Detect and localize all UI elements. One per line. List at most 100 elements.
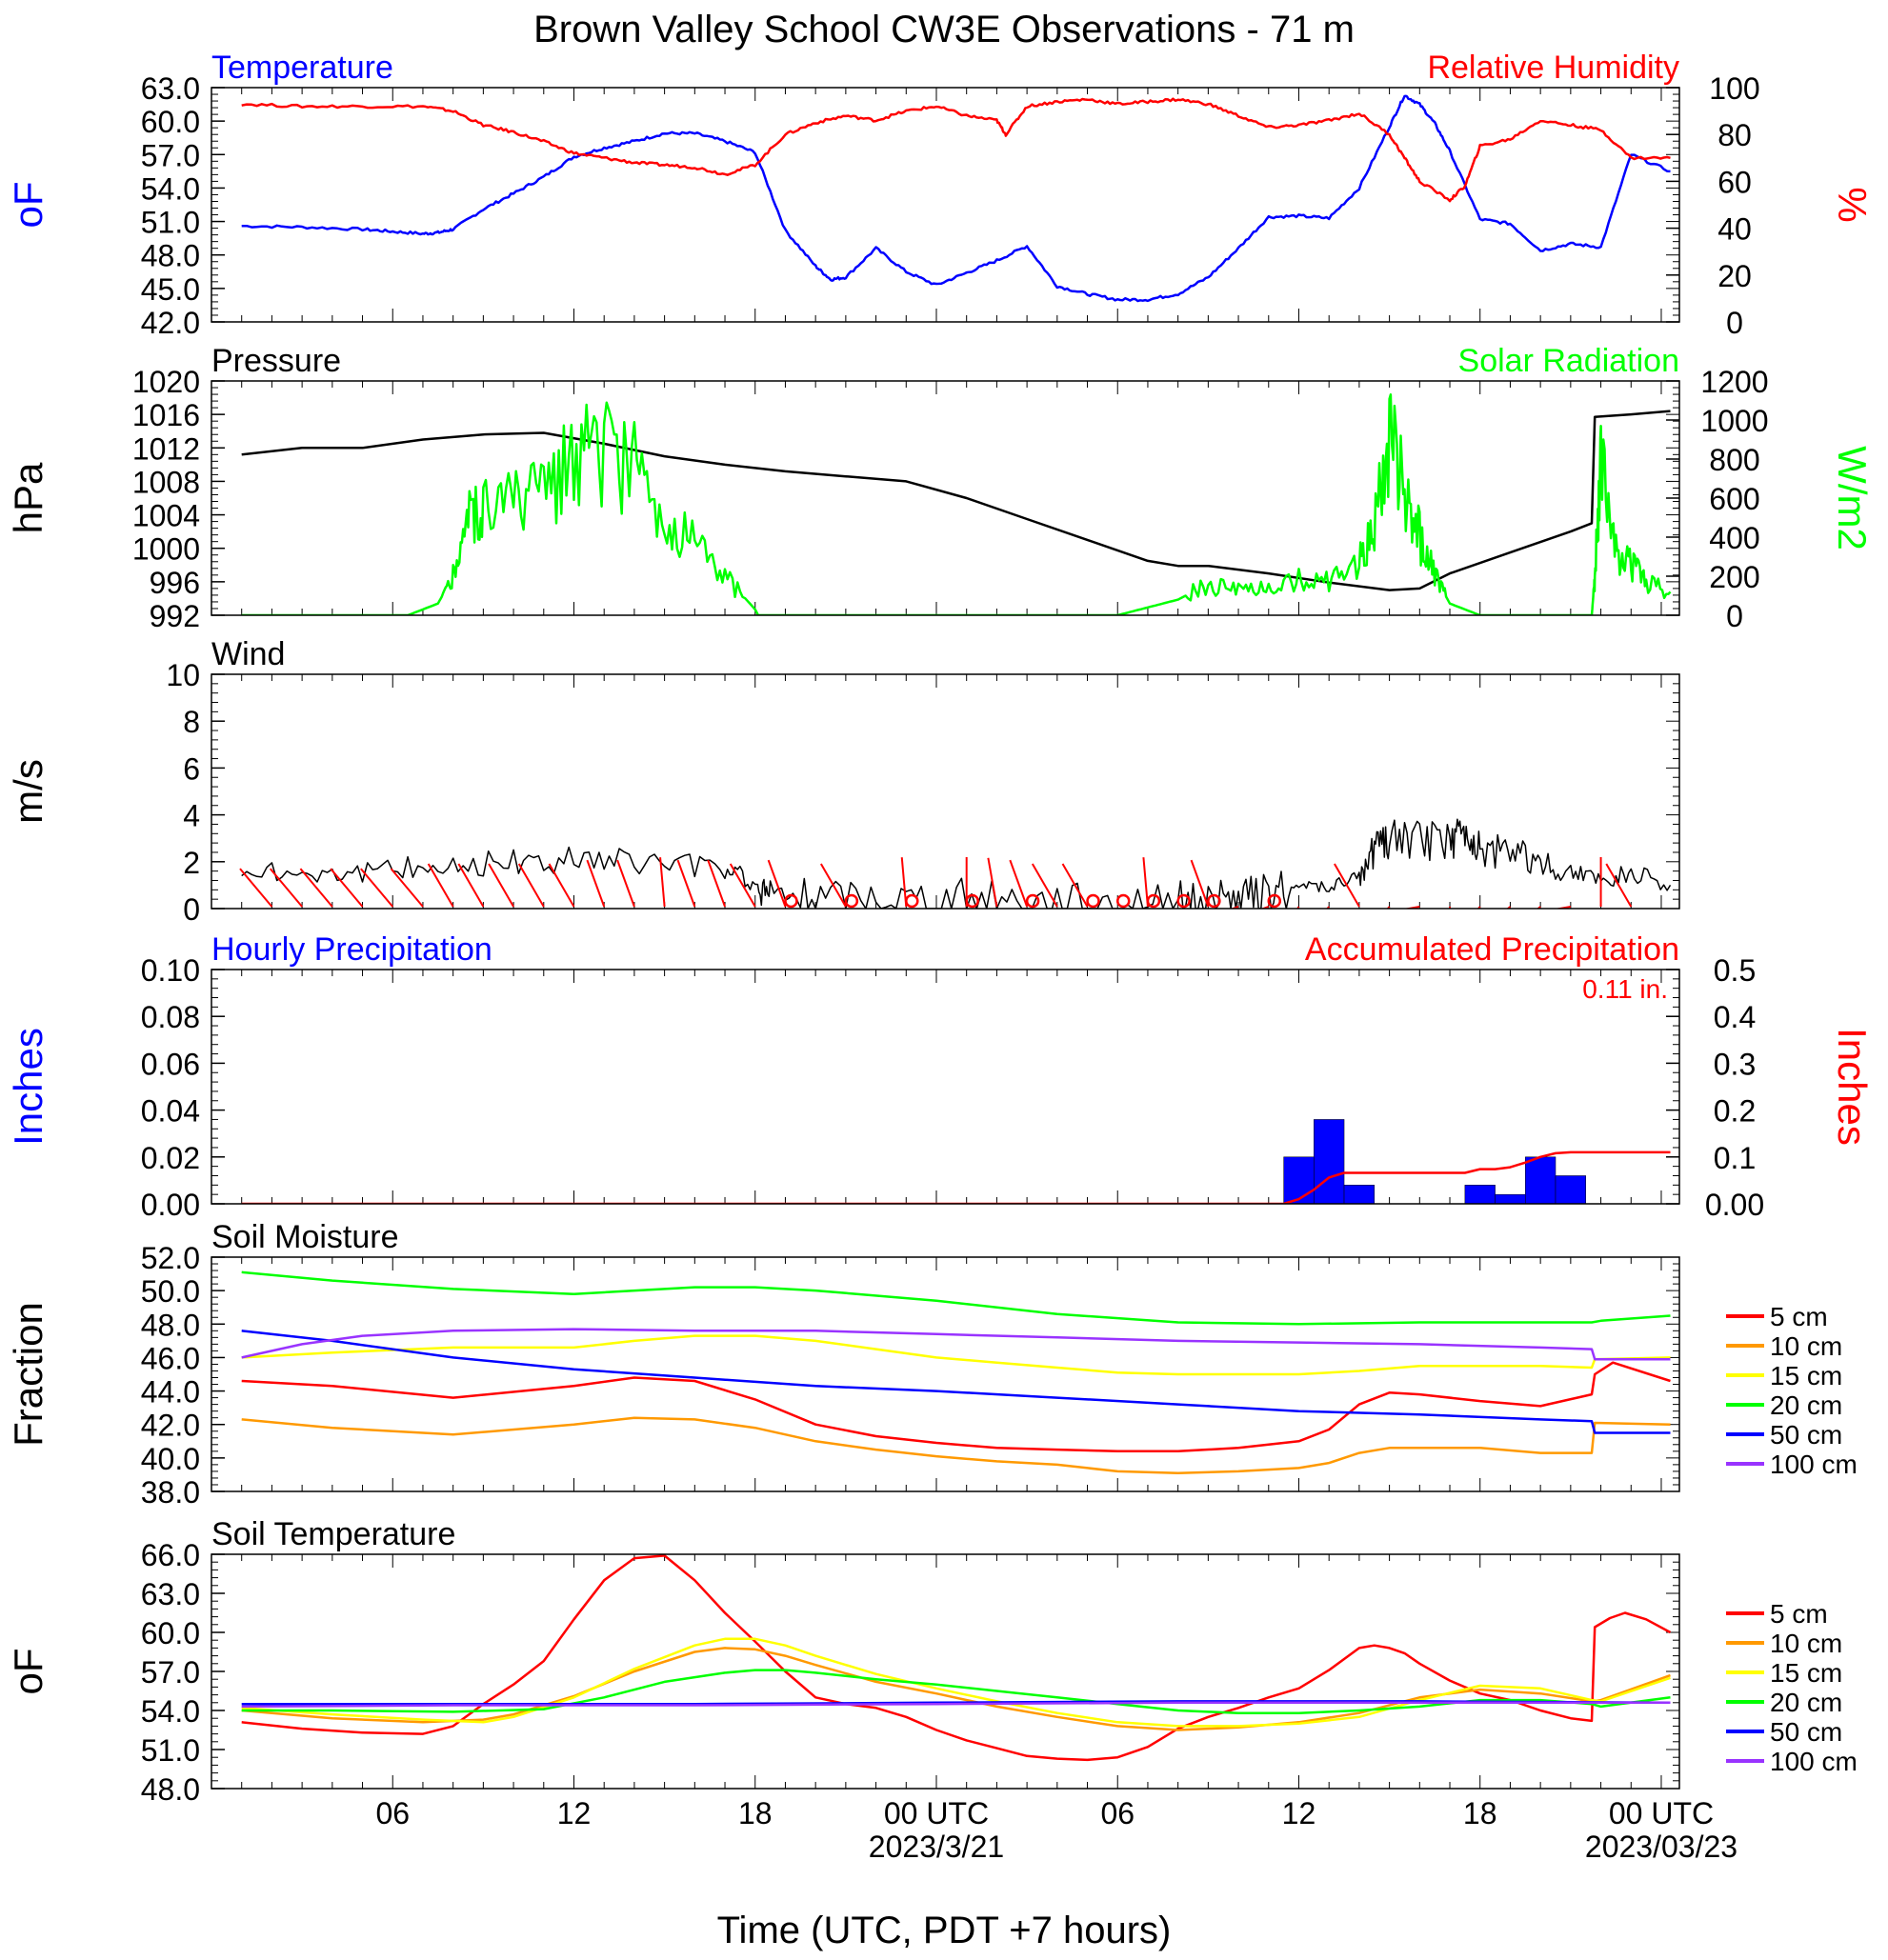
wind-calm-marker (1115, 893, 1131, 909)
wind-direction-barb (987, 857, 998, 908)
series-line-15-cm (241, 1334, 1671, 1376)
series-line-20-cm (241, 1270, 1671, 1326)
panel-title-left: Hourly Precipitation (211, 931, 492, 968)
y-tick-label: 0.06 (141, 1047, 200, 1081)
y2-tick-label: 80 (1717, 118, 1752, 152)
series-line-10-cm (241, 1647, 1671, 1731)
wind-direction-barb (390, 868, 424, 908)
legend-label: 50 cm (1770, 1717, 1842, 1747)
y-tick-label: 1020 (132, 365, 200, 399)
wind-calm-marker (844, 893, 859, 909)
y-tick-label: 1000 (132, 532, 200, 567)
series-line-50-cm (241, 1330, 1671, 1434)
series-line-100-cm (241, 1701, 1671, 1709)
wind-direction-barb (1190, 859, 1210, 908)
wind-direction-barb (586, 859, 606, 908)
wind-direction-barb (900, 857, 908, 908)
panel-title-right: Accumulated Precipitation (1305, 931, 1679, 968)
y2-tick-label: 200 (1709, 560, 1759, 594)
x-tick-label: 12 (1282, 1796, 1316, 1830)
wind-direction-barb (1142, 857, 1149, 908)
wind-calm-marker (1176, 893, 1191, 909)
y-tick-label: 1004 (132, 499, 200, 533)
x-axis-label: Time (UTC, PDT +7 hours) (717, 1910, 1172, 1951)
data-layer (241, 94, 1671, 303)
series-line-relative-humidity (241, 97, 1671, 203)
y-tick-label: 1012 (132, 431, 200, 466)
wind-direction-barb (1334, 863, 1360, 908)
wind-direction-barb (659, 857, 666, 908)
wind-direction-barb (616, 859, 635, 908)
y2-tick-label: 1000 (1700, 404, 1768, 438)
panel-title-right: Relative Humidity (1427, 50, 1679, 86)
legend-label: 5 cm (1770, 1302, 1828, 1331)
legend-label: 100 cm (1770, 1450, 1858, 1479)
y2-tick-label: 0 (1726, 599, 1743, 633)
y-tick-label: 0.00 (141, 1188, 200, 1222)
y-tick-label: 992 (150, 599, 200, 633)
panel-title-left: Pressure (211, 343, 341, 379)
wind-calm-marker (905, 893, 919, 909)
legend-label: 15 cm (1770, 1658, 1842, 1688)
y-tick-label: 46.0 (141, 1341, 200, 1375)
y-tick-label: 51.0 (141, 206, 200, 240)
y-tick-label: 6 (183, 751, 200, 786)
y-tick-label: 42.0 (141, 306, 200, 340)
data-layer (239, 818, 1672, 909)
data-layer (241, 393, 1672, 615)
wind-direction-barb (1605, 863, 1633, 908)
precip-bar (1283, 1156, 1315, 1204)
wind-direction-barb (729, 863, 756, 908)
series-line-5-cm (241, 1554, 1672, 1762)
precip-bar (1525, 1156, 1557, 1204)
panel-soil_temp: 48.0 51.0 54.0 57.0 60.0 63.0 66.0 Soil Tempera… (6, 1516, 1858, 1807)
x-tick-label: 00 UTC (1609, 1796, 1714, 1830)
plot-frame (211, 1553, 1680, 1790)
y-tick-label: 996 (150, 566, 200, 600)
wind-calm-marker (784, 893, 798, 909)
series-line-temperature (241, 94, 1671, 303)
wind-direction-barb (517, 863, 545, 908)
wind-direction-barb (819, 863, 847, 908)
precip-bar (1464, 1185, 1496, 1204)
y-tick-label: 50.0 (141, 1274, 200, 1309)
wind-direction-barb (239, 868, 273, 908)
wind-calm-marker (1025, 893, 1040, 909)
y2-tick-label: 20 (1717, 259, 1752, 293)
series-line-5-cm (241, 1361, 1671, 1453)
y2-tick-label: 1200 (1700, 365, 1768, 399)
legend-label: 10 cm (1770, 1331, 1842, 1361)
y-tick-label: 48.0 (141, 1772, 200, 1807)
y-tick-label: 48.0 (141, 239, 200, 273)
legend-label: 15 cm (1770, 1361, 1842, 1390)
x-date-label: 2023/03/23 (1585, 1830, 1737, 1864)
data-layer (241, 1554, 1672, 1762)
wind-direction-barb (299, 868, 333, 908)
y2-tick-label: 0.4 (1714, 1000, 1756, 1034)
y-tick-label: 4 (183, 799, 200, 833)
series-line-pressure (241, 410, 1671, 591)
x-tick-label: 12 (557, 1796, 592, 1830)
wind-direction-barb (1061, 863, 1089, 908)
series-line-accumulated-precipitation (241, 1150, 1671, 1204)
precip-total-label: 0.11 in. (1582, 974, 1668, 1004)
y-tick-label: 0.08 (141, 1000, 200, 1034)
series-line-wind (241, 818, 1672, 909)
data-layer (241, 1270, 1671, 1474)
y-tick-label: 60.0 (141, 105, 200, 139)
y-tick-label: 1008 (132, 465, 200, 499)
series-line-50-cm (241, 1700, 1671, 1706)
wind-calm-marker (965, 893, 979, 909)
y-axis-label: Inches (6, 1028, 50, 1146)
x-tick-label: 18 (1463, 1796, 1497, 1830)
chart-title: Brown Valley School CW3E Observations - … (533, 9, 1355, 50)
panel-pres_solar: 9929961000100410081012101610200200400600… (6, 343, 1875, 633)
y-tick-label: 0.04 (141, 1094, 200, 1129)
x-tick-label: 06 (1100, 1796, 1135, 1830)
x-date-label: 2023/3/21 (869, 1830, 1004, 1864)
wind-direction-barb (676, 859, 696, 908)
y-tick-label: 0.02 (141, 1141, 200, 1175)
y-tick-label: 38.0 (141, 1475, 200, 1510)
legend-label: 100 cm (1770, 1747, 1858, 1776)
